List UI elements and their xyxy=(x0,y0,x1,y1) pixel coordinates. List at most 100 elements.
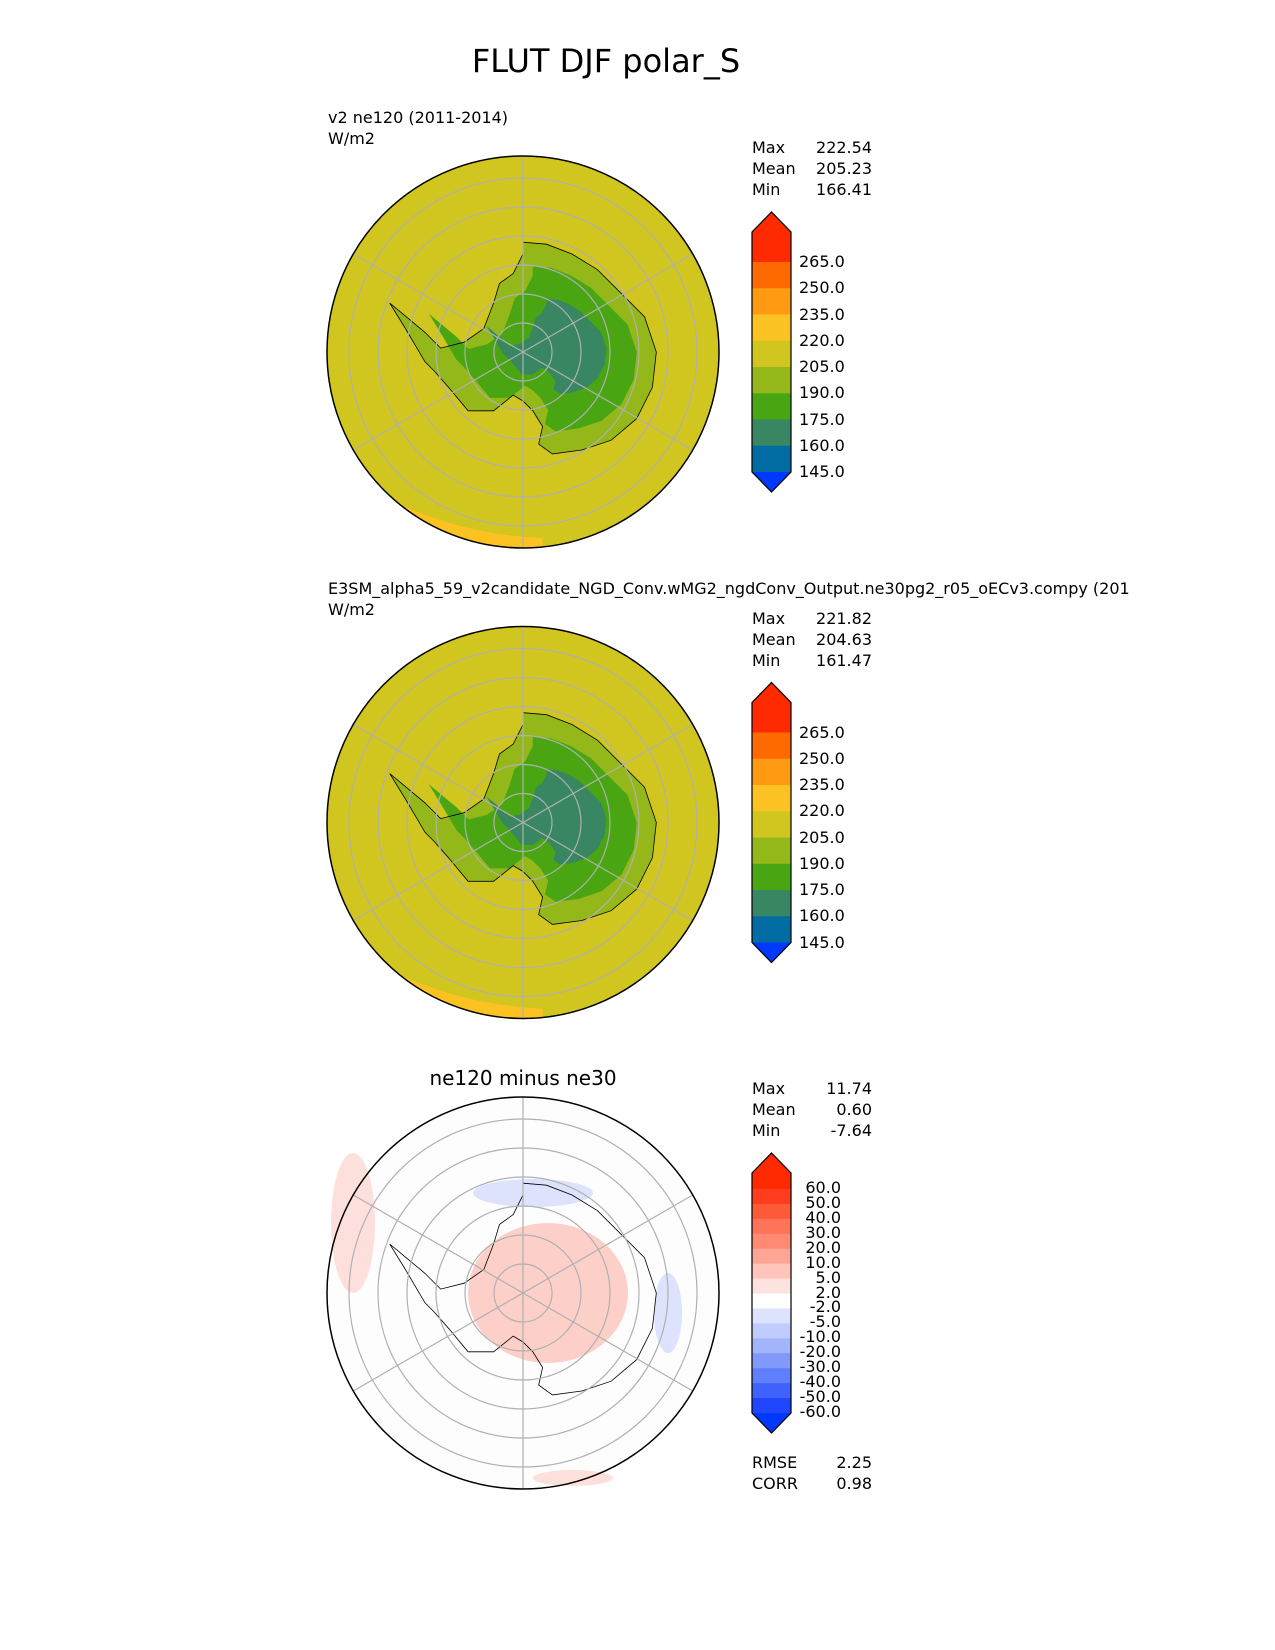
colorbar-tick-label: 235.0 xyxy=(799,304,845,324)
polar-map-reference xyxy=(326,625,720,1020)
map-boundary xyxy=(326,155,720,549)
colorbar-tick-label: 60.0 xyxy=(805,1178,841,1197)
metric-value-rmse: 2.25 xyxy=(836,1453,872,1472)
positive-anomaly xyxy=(468,1223,628,1363)
stat-value-min: -7.64 xyxy=(830,1121,872,1140)
colorbar-segment xyxy=(752,1383,791,1399)
colorbar-extend-min xyxy=(752,472,791,492)
stat-value-max: 11.74 xyxy=(826,1079,872,1098)
colorbar-extend-max xyxy=(752,1153,791,1189)
panel-1-title: v2 ne120 (2011-2014) xyxy=(328,108,509,127)
colorbar-segment xyxy=(752,1293,791,1309)
colorbar-tick-label: 220.0 xyxy=(799,801,845,821)
colorbar-segment xyxy=(752,1189,791,1205)
colorbar-extend-max xyxy=(752,682,791,733)
colorbar-segment xyxy=(752,1233,791,1250)
colorbar-segment xyxy=(752,1248,791,1265)
colorbar-tick-label: 5.0 xyxy=(815,1267,841,1287)
colorbar-tick-label: 40.0 xyxy=(805,1207,841,1227)
figure-title: FLUT DJF polar_S xyxy=(471,42,741,80)
colorbar-segment xyxy=(752,445,791,473)
colorbar-difference xyxy=(751,1152,792,1434)
longitude-gridline xyxy=(352,723,694,922)
colorbar-segment xyxy=(752,1398,791,1414)
colorbar-segment xyxy=(752,1203,791,1220)
map-boundary xyxy=(326,625,720,1020)
colorbar-segment xyxy=(752,890,791,917)
colorbar-segment xyxy=(752,916,791,943)
colorbar-segment xyxy=(752,811,791,838)
colorbar-extend-min xyxy=(752,942,791,963)
stat-value-max: 222.54 xyxy=(816,138,872,157)
colorbar-tick-label: 190.0 xyxy=(799,853,845,873)
longitude-gridline xyxy=(352,1194,694,1392)
colorbar-segment xyxy=(752,367,791,394)
coastline xyxy=(389,1182,657,1396)
ocean-warm-band xyxy=(401,975,543,1019)
colorbar-extend-max xyxy=(752,212,791,262)
stat-value-mean: 204.63 xyxy=(816,629,872,649)
colorbar-segment xyxy=(752,1338,791,1354)
colorbar-tick-label: 2.0 xyxy=(815,1282,841,1302)
colorbar-outline xyxy=(751,681,792,964)
panel-3-title: ne120 minus ne30 xyxy=(429,1066,617,1090)
colorbar-tick-label: 160.0 xyxy=(799,435,845,455)
colorbar-segment xyxy=(752,314,791,342)
panel-2-units: W/m2 xyxy=(328,600,375,619)
colorbar-tick-label: 220.0 xyxy=(799,330,845,350)
positive-anomaly xyxy=(331,1153,375,1293)
colorbar-tick-label: -10.0 xyxy=(799,1327,841,1347)
ocean-warm-band xyxy=(401,504,543,548)
colorbar-segment xyxy=(752,1323,791,1339)
colorbar-tick-label: 250.0 xyxy=(799,748,845,768)
colorbar-tick-label: -60.0 xyxy=(799,1402,841,1421)
colorbar-segment xyxy=(752,340,791,368)
colorbar-tick-label: 145.0 xyxy=(799,932,845,952)
negative-anomaly xyxy=(473,1179,593,1207)
panel-1-units: W/m2 xyxy=(328,129,375,148)
stat-value-max: 221.82 xyxy=(816,608,872,628)
colorbar-segment xyxy=(752,1308,791,1324)
colorbar-outline xyxy=(751,1152,792,1434)
colorbar-segment xyxy=(752,1218,791,1235)
colorbar-tick-label: 160.0 xyxy=(799,906,845,926)
stat-label-mean: Mean xyxy=(752,629,796,649)
stat-value-min: 166.41 xyxy=(816,180,872,199)
colorbar-tick-label: 175.0 xyxy=(799,409,845,429)
colorbar-segment xyxy=(752,1368,791,1384)
colorbar-tick-label: 10.0 xyxy=(805,1252,841,1272)
colorbar-reference xyxy=(751,681,792,964)
colorbar-segment xyxy=(752,863,791,891)
colorbar-tick-label: 20.0 xyxy=(805,1237,841,1257)
colorbar-segment xyxy=(752,1353,791,1369)
colorbar-outline xyxy=(751,211,792,493)
colorbar-segment xyxy=(752,1263,791,1280)
negative-anomaly xyxy=(654,1273,682,1353)
colorbar-tick-label: 235.0 xyxy=(799,775,845,794)
panel-2-title: E3SM_alpha5_59_v2candidate_NGD_Conv.wMG2… xyxy=(328,579,1130,598)
colorbar-extend-min xyxy=(752,1413,791,1433)
colorbar-tick-label: 175.0 xyxy=(799,880,845,899)
stat-label-max: Max xyxy=(752,1079,786,1098)
colorbar-tick-label: -2.0 xyxy=(809,1297,841,1317)
stat-label-min: Min xyxy=(752,650,781,670)
positive-anomaly xyxy=(533,1470,613,1486)
colorbar-segment xyxy=(752,419,791,447)
antarctica-inner-fill xyxy=(486,769,607,865)
stat-label-min: Min xyxy=(752,180,781,199)
colorbar-tick-label: 205.0 xyxy=(799,827,845,847)
colorbar-tick-label: 50.0 xyxy=(805,1192,841,1212)
colorbar-tick-label: -20.0 xyxy=(799,1342,841,1362)
colorbar-tick-label: -30.0 xyxy=(799,1357,841,1377)
colorbar-tick-label: 145.0 xyxy=(799,462,845,481)
colorbar-segment xyxy=(752,758,791,786)
colorbar-tick-label: 30.0 xyxy=(805,1222,841,1242)
metric-value-corr: 0.98 xyxy=(836,1474,872,1493)
colorbar-tick-label: 265.0 xyxy=(799,722,845,742)
colorbar-segment xyxy=(752,732,791,760)
metric-label-corr: CORR xyxy=(752,1474,798,1493)
colorbar-tick-label: -5.0 xyxy=(809,1312,841,1332)
antarctica-inner-fill xyxy=(486,298,607,394)
map-boundary xyxy=(326,1096,720,1490)
stat-label-mean: Mean xyxy=(752,159,796,178)
